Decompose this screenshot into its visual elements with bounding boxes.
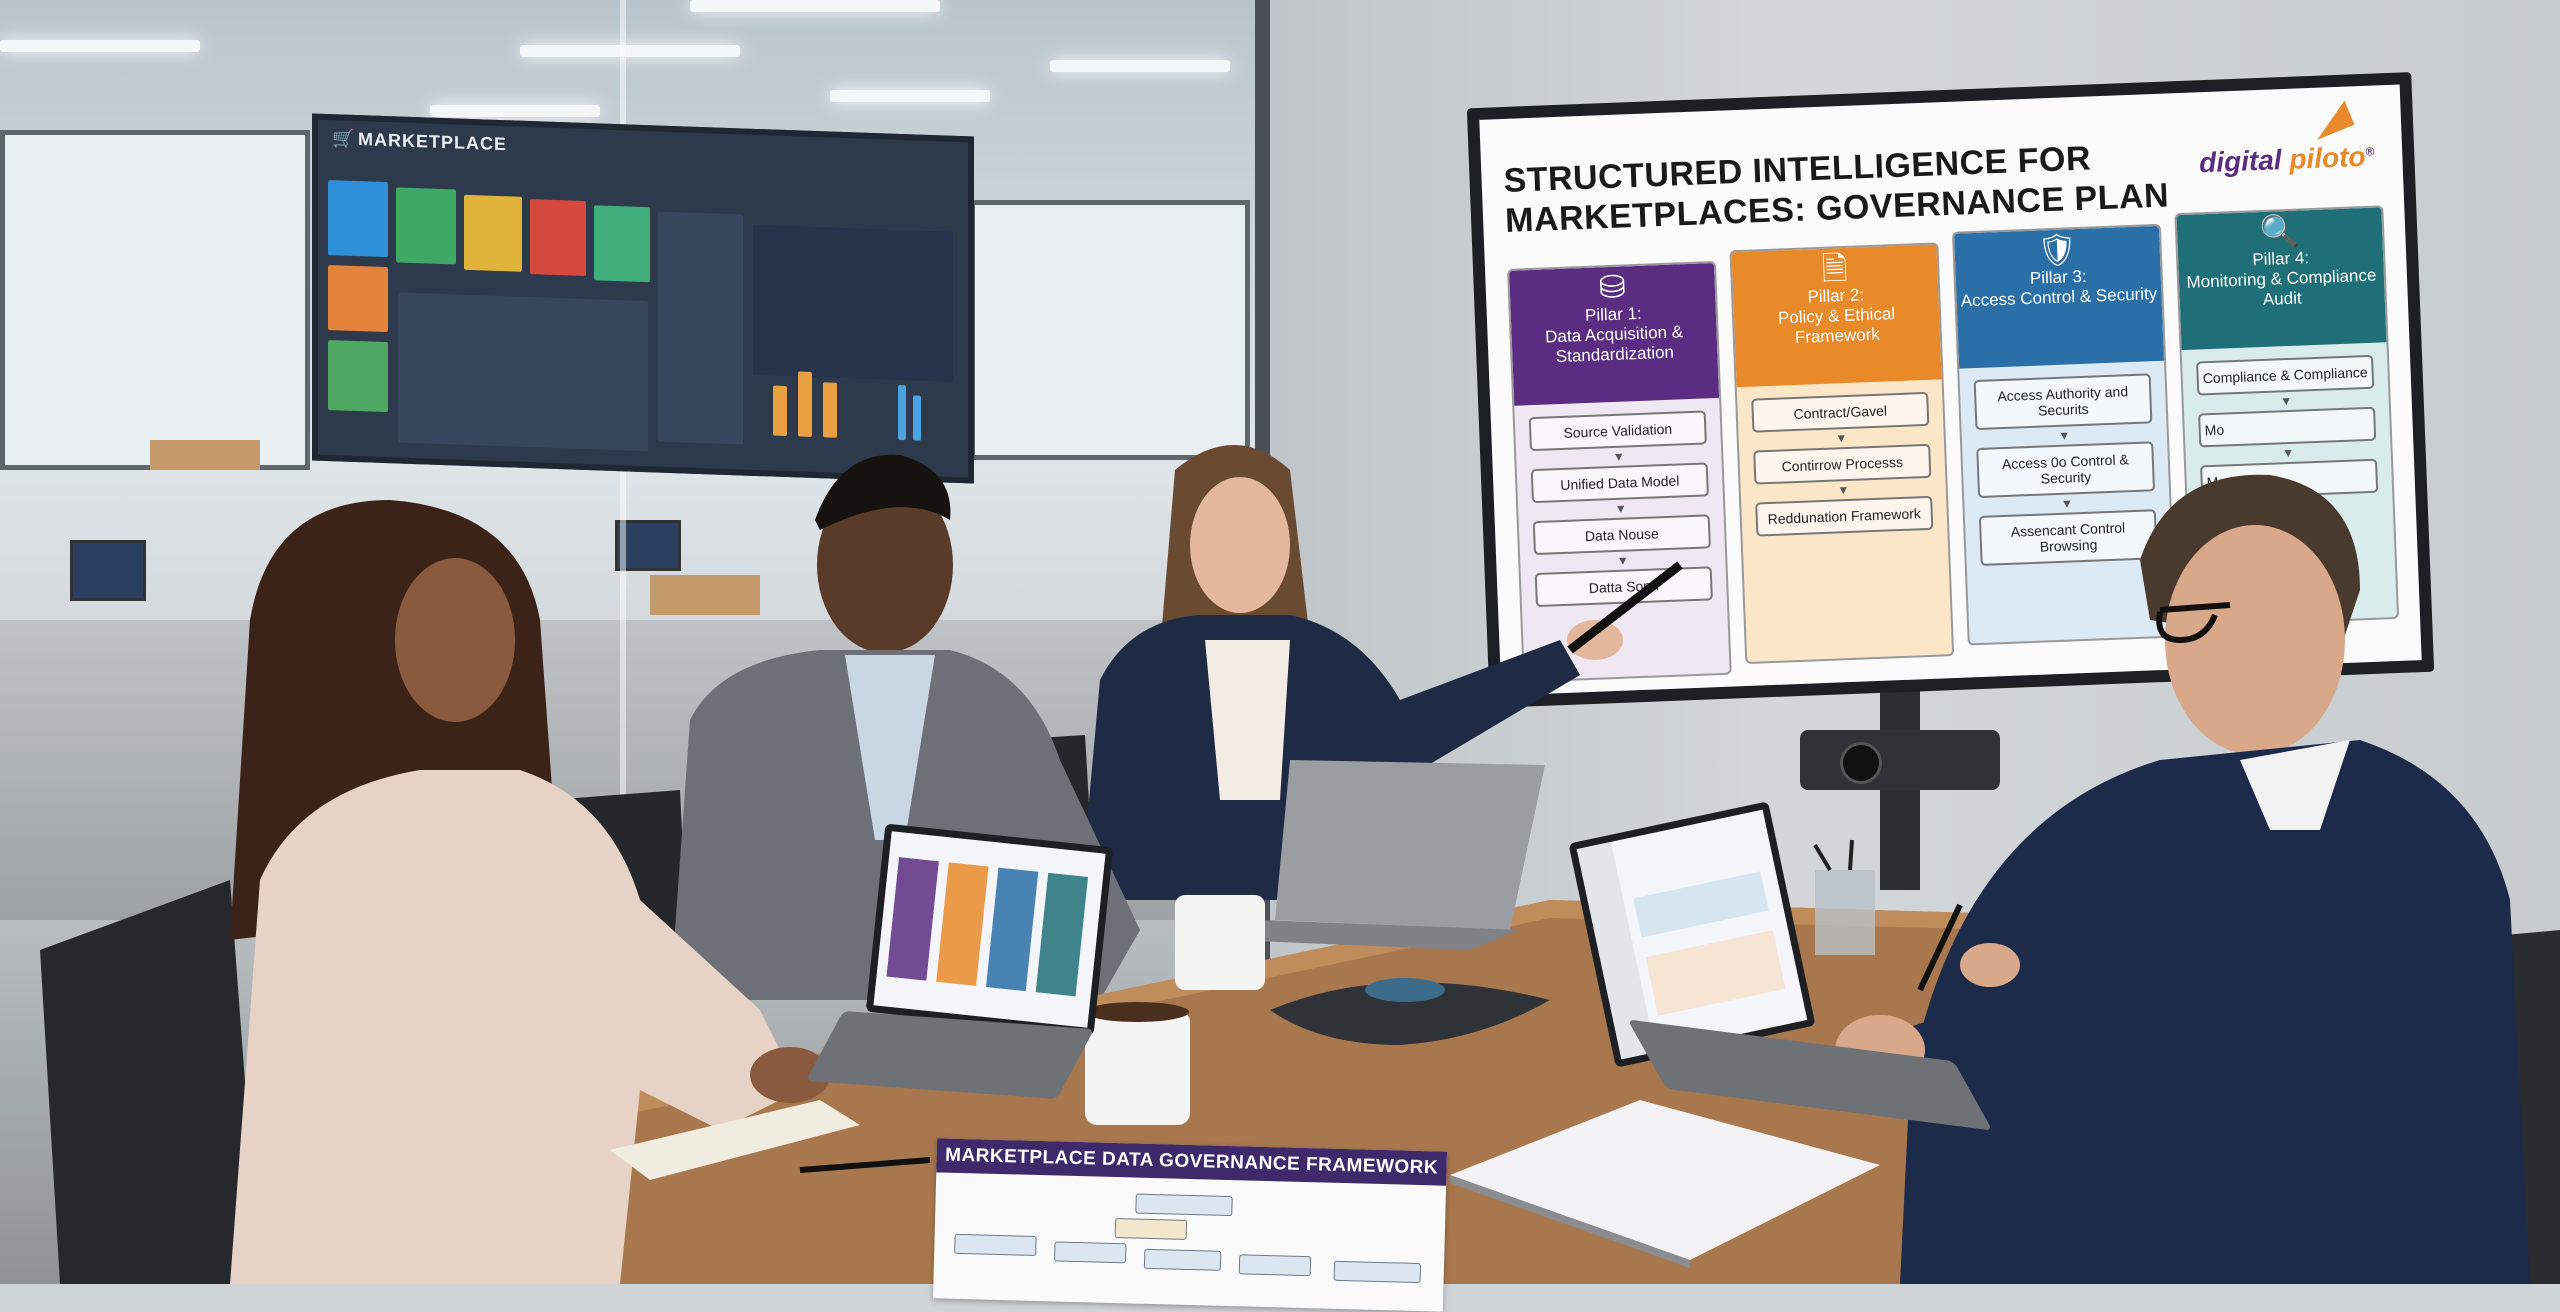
flowchart-box bbox=[1333, 1260, 1422, 1284]
ceiling-light bbox=[0, 40, 200, 52]
window bbox=[0, 130, 310, 470]
desk-monitor bbox=[70, 540, 146, 601]
camera-lens-icon bbox=[1840, 742, 1882, 784]
flowchart-box bbox=[1114, 1218, 1188, 1240]
flowchart-box bbox=[1143, 1248, 1222, 1271]
speakerphone bbox=[1270, 978, 1550, 1045]
person-presenter bbox=[1080, 445, 1683, 900]
pen-holder bbox=[1813, 839, 1875, 955]
conference-camera bbox=[1800, 730, 2000, 790]
ceiling-light bbox=[830, 90, 990, 102]
boxes bbox=[650, 575, 760, 615]
flowchart-box bbox=[1135, 1193, 1233, 1217]
governance-framework-document: MARKETPLACE DATA GOVERNANCE FRAMEWORK bbox=[932, 1138, 1448, 1312]
chart-panel bbox=[1645, 930, 1786, 1016]
flowchart-box bbox=[1238, 1254, 1312, 1277]
ceiling-light bbox=[520, 45, 740, 57]
mini-pillar bbox=[936, 862, 989, 986]
meeting-scene bbox=[40, 445, 2560, 1284]
glass-frame bbox=[620, 0, 626, 1284]
flowchart-box bbox=[954, 1233, 1037, 1256]
desk-monitor bbox=[615, 520, 681, 571]
ceiling-light bbox=[430, 105, 600, 117]
chart-panel bbox=[1633, 871, 1769, 938]
flowchart-box bbox=[1053, 1241, 1127, 1264]
mini-pillar bbox=[1035, 872, 1089, 997]
person-woman-left bbox=[230, 500, 931, 1284]
boxes bbox=[150, 440, 260, 470]
mini-pillar bbox=[886, 857, 939, 981]
laptop-middle bbox=[1230, 760, 1545, 950]
laptop-left-screen bbox=[865, 823, 1114, 1036]
ceiling-light bbox=[690, 0, 940, 12]
person-man-right bbox=[1835, 474, 2530, 1284]
coffee-mugs bbox=[1085, 895, 1265, 1125]
ceiling-light bbox=[1050, 60, 1230, 72]
screen-stand bbox=[1880, 690, 1920, 890]
notebook-right bbox=[1450, 1100, 1880, 1268]
mini-pillar bbox=[985, 867, 1039, 992]
